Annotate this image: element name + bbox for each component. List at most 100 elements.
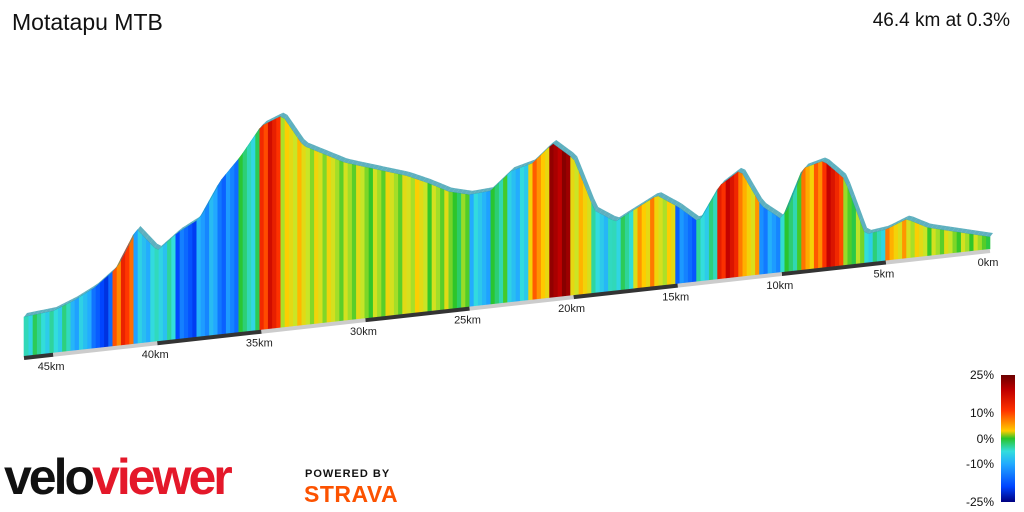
profile-ridge xyxy=(376,165,384,171)
profile-ridge xyxy=(712,186,720,198)
gradient-strip xyxy=(111,266,117,347)
gradient-strip xyxy=(326,154,331,323)
profile-ridge xyxy=(276,112,284,119)
profile-ridge xyxy=(981,231,989,237)
profile-ridge xyxy=(570,152,578,161)
gradient-strip xyxy=(120,251,126,346)
gradient-strip xyxy=(473,192,478,307)
gradient-strip xyxy=(48,310,54,354)
gradient-strip xyxy=(44,311,50,355)
profile-ridge xyxy=(95,279,103,288)
gradient-strip xyxy=(292,130,298,327)
profile-ridge xyxy=(267,116,275,123)
gradient-strip xyxy=(363,166,369,319)
gradient-strip xyxy=(460,193,466,308)
gradient-strip xyxy=(86,289,92,350)
profile-ridge xyxy=(687,210,695,218)
gradient-strip xyxy=(901,219,907,260)
gradient-strip xyxy=(254,128,260,331)
gradient-strip xyxy=(191,220,197,338)
profile-ridge xyxy=(906,215,914,221)
profile-ridge xyxy=(792,178,800,194)
profile-ridge xyxy=(53,304,61,311)
gradient-strip xyxy=(880,229,886,262)
profile-ridge xyxy=(444,185,452,192)
profile-ridge xyxy=(334,154,342,161)
gradient-strip xyxy=(649,196,655,288)
profile-ridge xyxy=(187,219,195,227)
distance-tick-label: 25km xyxy=(454,315,481,327)
profile-ridge xyxy=(780,209,788,219)
gradient-strip xyxy=(443,189,449,310)
gradient-strip xyxy=(569,155,575,296)
gradient-strip xyxy=(456,192,462,309)
gradient-strip xyxy=(947,230,953,254)
gradient-strip xyxy=(69,299,75,352)
profile-ridge xyxy=(381,166,389,172)
gradient-strip xyxy=(956,231,961,254)
axis-segment xyxy=(781,260,887,277)
distance-tick-label: 0km xyxy=(978,257,999,269)
gradient-strip xyxy=(61,304,67,353)
gradient-strip xyxy=(607,217,613,292)
axis-segment xyxy=(261,318,366,334)
gradient-strip xyxy=(296,136,302,327)
gradient-strip xyxy=(99,278,105,348)
profile-ridge xyxy=(931,224,939,229)
gradient-strip xyxy=(964,232,970,253)
profile-ridge xyxy=(658,192,666,199)
distance-tick-label: 40km xyxy=(142,349,169,361)
profile-ridge xyxy=(813,159,821,165)
gradient-strip xyxy=(712,188,718,281)
gradient-strip xyxy=(233,158,239,334)
profile-ridge xyxy=(183,222,191,229)
profile-ridge xyxy=(49,306,57,312)
legend-label: -10% xyxy=(965,456,994,471)
gradient-strip xyxy=(825,162,831,268)
profile-ridge xyxy=(683,206,691,215)
legend-label: 0% xyxy=(976,431,994,446)
profile-ridge xyxy=(637,201,645,208)
profile-ridge xyxy=(326,151,334,157)
profile-ridge xyxy=(515,164,523,170)
gradient-strip xyxy=(645,199,651,288)
gradient-strip xyxy=(435,185,441,311)
logo-accent: viewer xyxy=(92,449,233,505)
gradient-strip xyxy=(212,185,218,336)
profile-ridge xyxy=(826,159,834,167)
gradient-strip xyxy=(32,314,37,356)
profile-ridge xyxy=(767,205,775,213)
gradient-strip xyxy=(754,194,760,276)
gradient-strip xyxy=(699,210,705,282)
gradient-strip xyxy=(481,191,487,306)
axis-segment xyxy=(469,295,574,311)
profile-ridge xyxy=(729,171,737,179)
gradient-strip xyxy=(452,191,457,309)
profile-ridge xyxy=(242,143,250,154)
gradient-strip xyxy=(888,225,894,261)
profile-ridge xyxy=(32,310,40,316)
gradient-strip xyxy=(389,171,394,316)
gradient-strip xyxy=(662,198,667,286)
gradient-strip xyxy=(414,178,420,314)
gradient-strip xyxy=(733,171,739,278)
gradient-strip xyxy=(695,218,701,282)
gradient-strip xyxy=(225,168,231,335)
gradient-strip xyxy=(309,147,315,325)
profile-ridge xyxy=(939,225,947,231)
gradient-strip xyxy=(683,210,688,284)
gradient-strip xyxy=(796,172,802,271)
profile-ridge xyxy=(150,239,158,248)
gradient-strip xyxy=(229,163,235,334)
gradient-strip xyxy=(128,235,134,345)
profile-ridge xyxy=(162,238,170,247)
profile-ridge xyxy=(889,221,897,228)
gradient-strip xyxy=(137,229,142,344)
profile-ridge xyxy=(922,221,930,228)
profile-ridge xyxy=(473,189,481,195)
gradient-strip xyxy=(267,120,273,330)
gradient-strip xyxy=(943,229,949,255)
gradient-strip xyxy=(485,190,491,306)
profile-ridge xyxy=(784,199,792,214)
profile-ridge xyxy=(759,198,767,208)
